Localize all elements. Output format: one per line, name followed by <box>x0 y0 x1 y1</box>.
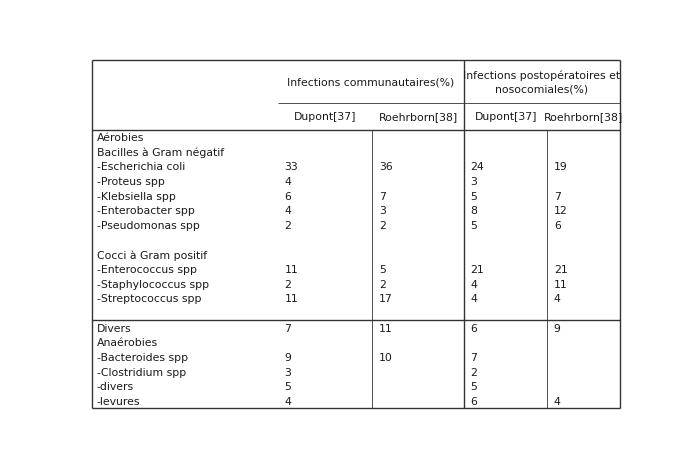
Text: Dupont[37]: Dupont[37] <box>475 112 537 122</box>
Text: 17: 17 <box>379 294 393 304</box>
Text: -Staphylococcus spp: -Staphylococcus spp <box>97 279 208 289</box>
Text: Aérobies: Aérobies <box>97 133 144 143</box>
Text: 6: 6 <box>471 323 477 333</box>
Text: -Bacteroides spp: -Bacteroides spp <box>97 352 188 362</box>
Text: -Pseudomonas spp: -Pseudomonas spp <box>97 220 199 231</box>
Text: Roehrborn[38]: Roehrborn[38] <box>544 112 623 122</box>
Text: 11: 11 <box>284 294 298 304</box>
Text: -Enterobacter spp: -Enterobacter spp <box>97 206 195 216</box>
Text: -Enterococcus spp: -Enterococcus spp <box>97 264 197 275</box>
Text: 21: 21 <box>471 264 484 275</box>
Text: 11: 11 <box>284 264 298 275</box>
Text: 5: 5 <box>471 220 477 231</box>
Text: 19: 19 <box>554 162 568 172</box>
Text: 3: 3 <box>284 367 291 377</box>
Text: 6: 6 <box>284 191 291 201</box>
Text: 2: 2 <box>284 279 291 289</box>
Text: 5: 5 <box>284 382 291 392</box>
Text: Infections communautaires(%): Infections communautaires(%) <box>287 77 455 88</box>
Text: 33: 33 <box>284 162 298 172</box>
Text: 2: 2 <box>471 367 477 377</box>
Text: 2: 2 <box>379 220 386 231</box>
Text: 21: 21 <box>554 264 568 275</box>
Text: 6: 6 <box>471 396 477 406</box>
Text: Dupont[37]: Dupont[37] <box>294 112 357 122</box>
Text: Divers: Divers <box>97 323 131 333</box>
Text: -Streptococcus spp: -Streptococcus spp <box>97 294 201 304</box>
Text: Roehrborn[38]: Roehrborn[38] <box>379 112 458 122</box>
Text: 9: 9 <box>554 323 561 333</box>
Text: Infections postopératoires et
nosocomiales(%): Infections postopératoires et nosocomial… <box>464 70 621 94</box>
Text: -divers: -divers <box>97 382 133 392</box>
Text: 5: 5 <box>379 264 386 275</box>
Text: -Proteus spp: -Proteus spp <box>97 177 165 187</box>
Text: 5: 5 <box>471 382 477 392</box>
Text: 7: 7 <box>284 323 291 333</box>
Text: -Klebsiella spp: -Klebsiella spp <box>97 191 175 201</box>
Text: 6: 6 <box>554 220 561 231</box>
Text: 10: 10 <box>379 352 393 362</box>
Text: 3: 3 <box>471 177 477 187</box>
Text: -Clostridium spp: -Clostridium spp <box>97 367 186 377</box>
Text: 2: 2 <box>379 279 386 289</box>
Text: Cocci à Gram positif: Cocci à Gram positif <box>97 250 206 260</box>
Text: 12: 12 <box>554 206 568 216</box>
Text: 3: 3 <box>379 206 386 216</box>
Text: 7: 7 <box>554 191 561 201</box>
Text: 4: 4 <box>284 396 291 406</box>
Text: 9: 9 <box>284 352 291 362</box>
Text: -levures: -levures <box>97 396 140 406</box>
Text: 4: 4 <box>471 279 477 289</box>
Text: 4: 4 <box>554 294 561 304</box>
Text: Anaérobies: Anaérobies <box>97 338 158 348</box>
Text: 4: 4 <box>284 177 291 187</box>
Text: 24: 24 <box>471 162 484 172</box>
Text: 4: 4 <box>284 206 291 216</box>
Text: 4: 4 <box>471 294 477 304</box>
Text: Bacilles à Gram négatif: Bacilles à Gram négatif <box>97 147 224 157</box>
Text: 5: 5 <box>471 191 477 201</box>
Text: 2: 2 <box>284 220 291 231</box>
Text: 4: 4 <box>554 396 561 406</box>
Text: 7: 7 <box>471 352 477 362</box>
Text: 36: 36 <box>379 162 393 172</box>
Text: 11: 11 <box>554 279 568 289</box>
Text: 7: 7 <box>379 191 386 201</box>
Text: -Escherichia coli: -Escherichia coli <box>97 162 185 172</box>
Text: 8: 8 <box>471 206 477 216</box>
Text: 11: 11 <box>379 323 393 333</box>
